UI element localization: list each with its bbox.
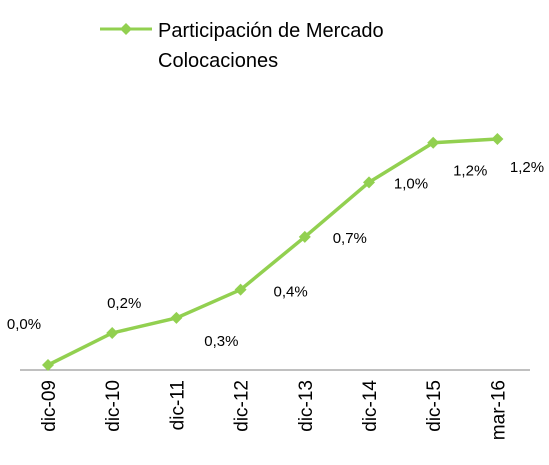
- marker: [298, 230, 311, 243]
- data-label: 1,0%: [394, 175, 428, 192]
- data-label: 1,2%: [453, 163, 487, 180]
- data-label: 0,4%: [273, 284, 307, 301]
- x-tick-label: dic-15: [424, 380, 445, 432]
- data-label: 1,2%: [510, 159, 544, 176]
- x-tick-label: dic-10: [103, 380, 124, 432]
- marker: [427, 136, 440, 149]
- marker: [234, 283, 247, 296]
- legend-marker: [120, 23, 132, 35]
- x-tick-label: dic-11: [167, 380, 188, 430]
- x-tick-label: dic-13: [296, 380, 317, 432]
- series-line: [47, 137, 498, 367]
- x-tick-label: dic-14: [360, 380, 381, 432]
- legend-label: Participación de Mercado Colocaciones: [158, 20, 384, 72]
- marker: [42, 359, 54, 371]
- x-tick-label: dic-09: [39, 380, 60, 432]
- marker: [491, 133, 504, 145]
- marker: [170, 311, 183, 324]
- data-label: 0,0%: [7, 316, 41, 333]
- marker: [363, 176, 375, 189]
- x-tick-label: mar-16: [488, 380, 509, 440]
- data-label: 0,2%: [107, 295, 141, 312]
- marker: [106, 326, 119, 339]
- data-label: 0,7%: [333, 230, 367, 247]
- data-label: 0,3%: [204, 333, 238, 350]
- x-tick-label: dic-12: [232, 380, 253, 432]
